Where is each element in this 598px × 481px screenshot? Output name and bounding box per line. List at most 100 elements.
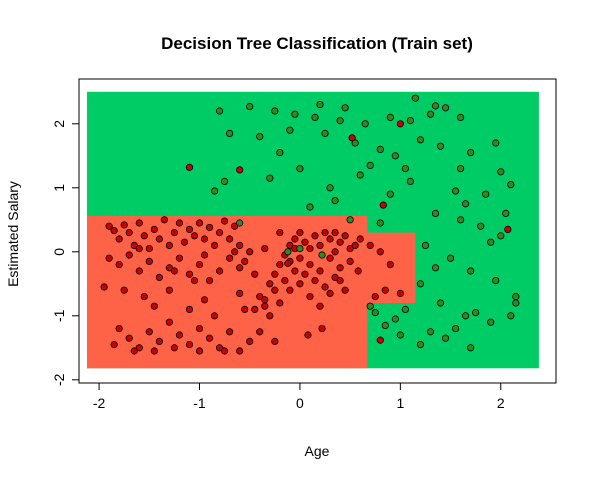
point-class-0-100 [331, 273, 339, 281]
point-class-0-26 [105, 254, 113, 262]
point-class-0-55 [165, 318, 173, 326]
y-tick-label: 2 [51, 120, 67, 128]
x-tick-label: 0 [296, 395, 304, 411]
point-class-0-101 [341, 286, 349, 294]
point-class-1-7 [386, 113, 394, 122]
point-class-0-136 [170, 267, 178, 275]
point-class-1-58 [431, 264, 440, 272]
point-class-0-27 [115, 260, 123, 269]
point-class-0-96 [346, 257, 354, 265]
point-class-0-51 [125, 334, 133, 342]
point-class-1-39 [492, 276, 500, 285]
point-class-0-41 [120, 286, 128, 294]
point-class-0-84 [326, 235, 334, 243]
point-class-0-94 [326, 254, 334, 262]
point-class-0-117 [246, 248, 254, 256]
point-class-1-25 [326, 184, 334, 192]
point-class-1-79 [284, 248, 292, 256]
point-class-1-46 [371, 308, 379, 317]
point-class-1-9 [426, 110, 435, 118]
point-class-0-14 [175, 219, 184, 227]
point-class-1-5 [336, 117, 344, 125]
point-class-1-64 [487, 238, 495, 246]
point-class-0-112 [316, 302, 324, 310]
point-class-0-113 [326, 289, 334, 297]
point-class-0-118 [236, 241, 244, 249]
point-class-0-29 [135, 267, 143, 275]
point-class-1-6 [361, 120, 369, 128]
point-class-0-143 [396, 120, 404, 128]
point-class-0-60 [215, 344, 224, 352]
point-class-1-71 [316, 101, 324, 109]
point-class-1-50 [441, 334, 450, 342]
point-class-0-92 [306, 260, 314, 269]
point-class-1-29 [451, 187, 460, 195]
point-class-0-121 [356, 235, 364, 243]
point-class-0-39 [236, 264, 244, 272]
point-class-1-55 [401, 305, 409, 313]
point-class-1-72 [276, 149, 284, 157]
point-class-0-140 [376, 336, 384, 344]
point-class-0-126 [381, 286, 389, 294]
point-class-0-25 [231, 222, 239, 230]
point-class-0-24 [226, 235, 234, 243]
point-class-0-135 [200, 251, 209, 259]
point-class-0-119 [261, 245, 269, 253]
point-class-0-32 [165, 264, 173, 272]
point-class-1-52 [426, 328, 435, 336]
y-tick-label: -1 [51, 309, 67, 322]
point-class-1-31 [507, 181, 515, 189]
point-class-0-63 [246, 337, 254, 345]
point-class-0-13 [170, 229, 178, 237]
point-class-1-14 [286, 126, 294, 134]
y-axis-label: Estimated Salary [5, 181, 21, 287]
point-class-1-16 [351, 139, 359, 147]
point-class-0-22 [215, 229, 224, 237]
point-class-0-116 [241, 257, 249, 265]
point-class-0-104 [271, 286, 279, 294]
point-class-0-137 [135, 245, 143, 253]
point-class-0-15 [180, 238, 189, 246]
point-class-0-108 [276, 299, 284, 307]
point-class-1-21 [492, 139, 500, 147]
point-class-0-38 [226, 254, 234, 262]
point-class-0-93 [316, 267, 324, 275]
point-class-0-42 [140, 292, 148, 301]
decision-regions [87, 91, 539, 369]
point-class-0-111 [306, 292, 314, 301]
point-class-0-105 [261, 296, 269, 304]
point-class-1-15 [321, 129, 329, 137]
point-class-0-16 [185, 225, 194, 233]
point-class-0-2 [115, 235, 123, 243]
point-class-0-36 [205, 276, 214, 285]
point-class-1-20 [467, 149, 475, 157]
point-class-0-128 [371, 292, 379, 301]
point-class-0-106 [251, 305, 259, 313]
point-class-0-10 [155, 235, 163, 243]
point-class-1-78 [391, 152, 399, 160]
point-class-0-62 [236, 347, 244, 355]
point-class-0-132 [304, 331, 312, 339]
point-class-0-7 [140, 232, 148, 240]
point-class-0-87 [341, 232, 349, 240]
point-class-0-3 [120, 221, 128, 229]
point-class-0-66 [170, 344, 178, 352]
point-class-1-68 [341, 104, 349, 112]
point-class-0-127 [396, 289, 404, 297]
point-class-1-8 [406, 117, 414, 125]
point-class-0-85 [331, 248, 339, 256]
point-class-0-45 [185, 305, 194, 313]
point-class-0-35 [195, 260, 204, 269]
point-class-1-24 [296, 165, 304, 173]
x-tick-label: 1 [396, 395, 404, 411]
point-class-0-89 [276, 229, 284, 237]
point-class-0-134 [190, 276, 199, 285]
point-class-1-75 [512, 299, 520, 307]
x-tick-label: -2 [93, 395, 106, 411]
point-class-1-12 [226, 129, 234, 137]
point-class-1-59 [376, 219, 384, 227]
point-class-0-71 [261, 302, 269, 310]
point-class-0-98 [311, 276, 319, 285]
point-class-0-46 [200, 296, 209, 304]
